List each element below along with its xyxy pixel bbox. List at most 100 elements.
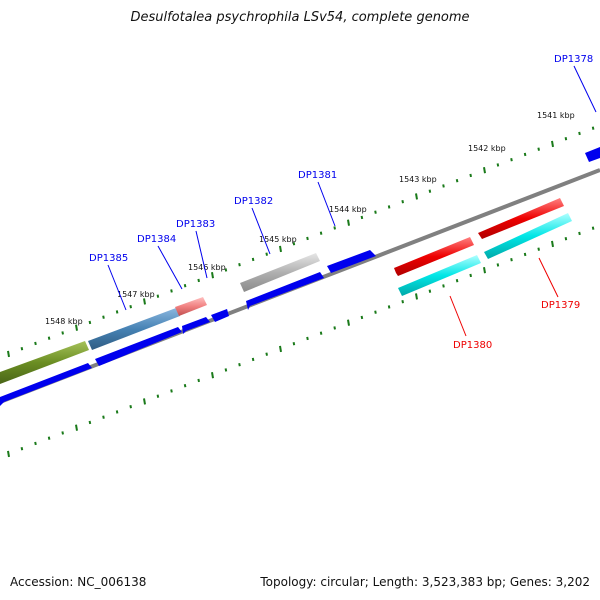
gene-leader-line xyxy=(317,181,336,227)
scale-tick xyxy=(279,245,282,253)
scale-tick xyxy=(251,257,255,262)
scale-tick xyxy=(442,184,445,188)
scale-tick xyxy=(564,236,568,241)
scale-tick xyxy=(306,336,309,341)
gene-dp1380-bar[interactable] xyxy=(398,255,481,296)
scale-tick xyxy=(469,273,472,278)
scale-tick xyxy=(61,331,64,335)
gene-dp1382-bar[interactable] xyxy=(240,253,320,292)
scale-tick xyxy=(306,236,309,241)
scale-ticks-outer xyxy=(7,126,595,358)
scale-tick xyxy=(374,310,377,314)
scale-tick xyxy=(61,431,64,435)
scale-tick xyxy=(211,372,214,379)
scale-tick xyxy=(347,219,350,226)
scale-tick xyxy=(496,263,500,267)
scale-tick xyxy=(415,193,418,200)
scale-tick xyxy=(442,284,445,288)
gene-label[interactable]: DP1382 xyxy=(234,196,273,207)
scale-tick xyxy=(591,126,595,130)
gene-arrow-forward[interactable] xyxy=(327,250,376,273)
gene-label[interactable]: DP1381 xyxy=(298,170,337,181)
scale-tick xyxy=(551,140,554,148)
scale-tick xyxy=(75,324,78,331)
scale-tick xyxy=(129,304,132,309)
scale-tick xyxy=(401,299,404,304)
gene-arrow-forward[interactable] xyxy=(211,309,229,322)
scale-tick xyxy=(591,226,595,230)
scale-tick xyxy=(360,215,364,220)
gene-label[interactable]: DP1378 xyxy=(554,54,593,65)
gene-arrow-reverse[interactable] xyxy=(394,237,474,276)
scale-tick xyxy=(292,241,296,246)
gene-arrow-forward[interactable] xyxy=(95,327,182,366)
gene-label[interactable]: DP1384 xyxy=(137,234,176,245)
scale-label: 1545 kbp xyxy=(259,235,297,244)
gene-arrow-forward[interactable] xyxy=(182,317,210,334)
scale-tick xyxy=(197,278,200,283)
scale-tick xyxy=(20,346,24,351)
gene-labels: DP1378DP1379DP1380DP1381DP1382DP1383DP13… xyxy=(89,54,597,351)
scale-tick xyxy=(578,131,581,136)
scale-tick xyxy=(319,231,323,235)
scale-tick xyxy=(170,389,173,393)
scale-tick xyxy=(360,315,364,320)
scale-tick xyxy=(183,383,187,388)
scale-tick xyxy=(143,298,146,305)
scale-tick xyxy=(34,341,37,346)
gene-arrow-reverse[interactable] xyxy=(478,198,564,239)
scale-tick xyxy=(20,446,24,451)
scale-tick xyxy=(47,436,51,440)
scale-tick xyxy=(483,267,486,274)
scale-tick xyxy=(401,199,404,204)
scale-label: 1546 kbp xyxy=(188,263,226,272)
scale-tick xyxy=(47,336,51,340)
gene-label[interactable]: DP1385 xyxy=(89,253,128,264)
scale-tick xyxy=(523,152,527,157)
scale-label: 1548 kbp xyxy=(45,317,83,326)
gene-arrow-forward[interactable] xyxy=(246,272,324,310)
gene-leader-line xyxy=(449,295,467,337)
scale-tick xyxy=(75,424,78,431)
gene-arrow-forward[interactable] xyxy=(585,147,600,162)
scale-label: 1547 kbp xyxy=(117,290,155,299)
gene-arrow-forward[interactable] xyxy=(0,363,92,406)
gene-dp1385-bar[interactable] xyxy=(0,341,89,384)
scale-tick xyxy=(265,352,268,356)
scale-tick xyxy=(387,305,391,309)
scale-label: 1541 kbp xyxy=(537,111,575,120)
scale-tick xyxy=(428,189,432,193)
scale-tick xyxy=(564,136,568,141)
scale-tick xyxy=(333,326,336,330)
gene-leader-line xyxy=(573,65,597,113)
scale-tick xyxy=(428,289,432,293)
gene-leader-line xyxy=(157,245,183,290)
scale-tick xyxy=(387,205,391,209)
scale-tick xyxy=(115,410,119,414)
scale-label: 1544 kbp xyxy=(329,205,367,214)
gene-dp1383-bar[interactable] xyxy=(175,297,207,316)
gene-dp1379-bar[interactable] xyxy=(484,213,572,259)
gene-leader-line xyxy=(107,264,127,311)
scale-tick xyxy=(102,315,105,319)
scale-tick xyxy=(34,441,37,446)
scale-tick xyxy=(319,331,323,335)
scale-tick xyxy=(510,257,513,262)
scale-tick xyxy=(279,345,282,353)
scale-tick xyxy=(170,289,173,293)
scale-labels: 1541 kbp 1542 kbp 1543 kbp 1544 kbp 1545 kbp… xyxy=(45,111,575,326)
gene-label[interactable]: DP1383 xyxy=(176,219,215,230)
scale-tick xyxy=(510,157,513,162)
scale-tick xyxy=(156,394,160,398)
genome-summary-text: Topology: circular; Length: 3,523,383 bp… xyxy=(260,575,590,589)
accession-text: Accession: NC_006138 xyxy=(10,575,147,589)
scale-tick xyxy=(7,450,10,458)
gene-label[interactable]: DP1380 xyxy=(453,340,492,351)
gene-label[interactable]: DP1379 xyxy=(541,300,580,311)
scale-ticks-inner xyxy=(7,226,595,458)
gene-dp1384-bar[interactable] xyxy=(88,308,180,350)
scale-tick xyxy=(251,357,255,362)
scale-tick xyxy=(88,420,92,425)
scale-tick xyxy=(115,310,119,314)
